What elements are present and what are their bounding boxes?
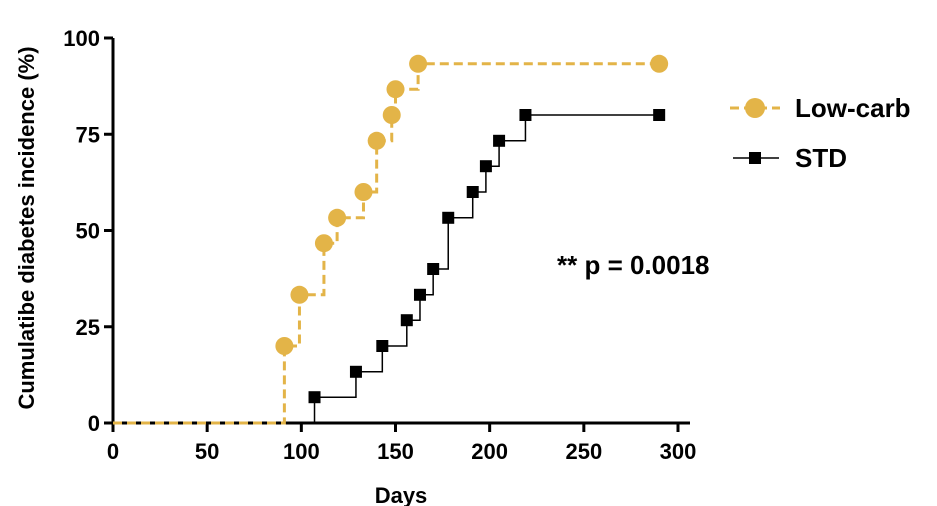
axes: 0 25 50 75 100 0 50 100 150 200 250 300 bbox=[63, 26, 696, 464]
y-tick-label-100: 100 bbox=[63, 26, 100, 51]
x-tick-label-200: 200 bbox=[471, 439, 508, 464]
y-tick-label-75: 75 bbox=[76, 122, 100, 147]
x-tick-label-150: 150 bbox=[377, 439, 414, 464]
point-low-carb-2 bbox=[290, 285, 309, 304]
x-tick-label-0: 0 bbox=[107, 439, 119, 464]
point-std-10 bbox=[519, 109, 532, 121]
legend-circle-low-carb bbox=[745, 98, 765, 118]
point-low-carb-9 bbox=[409, 54, 428, 73]
point-low-carb-5 bbox=[354, 183, 373, 201]
x-axis-title: Days bbox=[375, 483, 428, 506]
x-tick-label-300: 300 bbox=[660, 439, 697, 464]
point-std-7 bbox=[466, 186, 479, 198]
y-tick-label-0: 0 bbox=[88, 411, 100, 436]
point-std-4 bbox=[413, 288, 426, 301]
point-low-carb-4 bbox=[328, 208, 347, 227]
series-layer bbox=[113, 54, 669, 425]
point-std-11 bbox=[653, 109, 666, 121]
legend: Low-carb STD bbox=[730, 93, 911, 173]
point-std-0 bbox=[308, 391, 321, 404]
point-std-6 bbox=[442, 211, 455, 224]
legend-marker-std bbox=[733, 152, 779, 164]
point-std-3 bbox=[400, 314, 413, 327]
point-low-carb-6 bbox=[367, 131, 386, 150]
x-tick-label-250: 250 bbox=[565, 439, 602, 464]
x-tick-label-50: 50 bbox=[195, 439, 219, 464]
point-std-2 bbox=[376, 340, 389, 352]
point-low-carb-10 bbox=[650, 54, 669, 73]
point-low-carb-3 bbox=[314, 234, 333, 253]
point-std-8 bbox=[479, 160, 492, 173]
legend-square-std bbox=[749, 152, 761, 164]
point-std-1 bbox=[349, 365, 362, 378]
legend-marker-low-carb bbox=[730, 98, 780, 118]
legend-label-std: STD bbox=[795, 143, 847, 173]
point-low-carb-8 bbox=[386, 80, 405, 99]
point-low-carb-1 bbox=[275, 337, 294, 355]
series-line-low-carb bbox=[113, 62, 660, 425]
point-std-9 bbox=[493, 134, 506, 147]
y-tick-label-25: 25 bbox=[76, 315, 100, 340]
point-std-5 bbox=[427, 263, 440, 275]
x-tick-label-100: 100 bbox=[283, 439, 320, 464]
p-value-annotation: ** p = 0.0018 bbox=[557, 250, 710, 280]
y-tick-label-50: 50 bbox=[76, 219, 100, 244]
point-low-carb-7 bbox=[382, 106, 401, 124]
legend-label-low-carb: Low-carb bbox=[795, 93, 911, 123]
y-axis-title: Cumulatibe diabetes incidence (%) bbox=[14, 46, 39, 409]
